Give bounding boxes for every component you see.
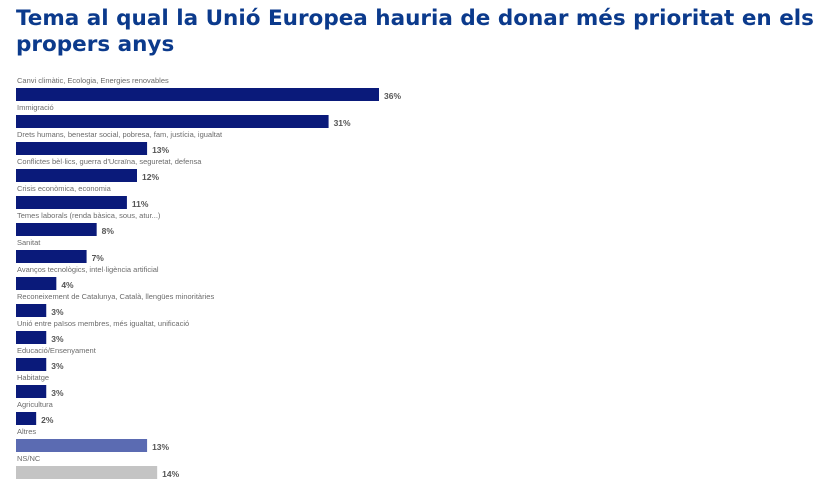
value-label: 2% — [41, 415, 54, 425]
category-label: NS/NC — [17, 454, 41, 463]
bar — [16, 115, 329, 128]
bar — [16, 250, 87, 263]
value-label: 11% — [132, 199, 149, 209]
bar — [16, 223, 97, 236]
value-label: 7% — [92, 253, 105, 263]
value-label: 3% — [51, 307, 64, 317]
category-label: Canvi climàtic, Ecologia, Energies renov… — [17, 76, 169, 85]
category-label: Crisis econòmica, economia — [17, 184, 112, 193]
chart-title: Tema al qual la Unió Europea hauria de d… — [16, 6, 814, 57]
bar — [16, 304, 47, 317]
value-label: 12% — [142, 172, 159, 182]
category-label: Agricultura — [17, 400, 54, 409]
bar — [16, 439, 148, 452]
value-label: 36% — [384, 91, 401, 101]
value-label: 13% — [152, 145, 169, 155]
bar — [16, 277, 57, 290]
category-label: Drets humans, benestar social, pobresa, … — [17, 130, 223, 139]
bar — [16, 385, 47, 398]
category-label: Unió entre països membres, més igualtat,… — [17, 319, 189, 328]
value-label: 13% — [152, 442, 169, 452]
category-label: Avanços tecnològics, intel·ligència arti… — [17, 265, 159, 274]
value-label: 31% — [334, 118, 351, 128]
bar — [16, 196, 127, 209]
value-label: 14% — [162, 469, 179, 479]
bar — [16, 88, 379, 101]
value-label: 3% — [51, 388, 64, 398]
bar — [16, 358, 47, 371]
category-label: Conflictes bèl·lics, guerra d'Ucraïna, s… — [17, 157, 202, 166]
category-label: Altres — [17, 427, 36, 436]
bar — [16, 466, 158, 479]
category-label: Reconeixement de Catalunya, Català, llen… — [17, 292, 214, 301]
bar — [16, 412, 37, 425]
category-label: Habitatge — [17, 373, 49, 382]
value-label: 3% — [51, 361, 64, 371]
bar — [16, 169, 137, 182]
category-label: Sanitat — [17, 238, 41, 247]
category-label: Educació/Ensenyament — [17, 346, 97, 355]
bar — [16, 331, 47, 344]
value-label: 4% — [61, 280, 74, 290]
value-label: 3% — [51, 334, 64, 344]
value-label: 8% — [102, 226, 115, 236]
bar — [16, 142, 148, 155]
category-label: Immigració — [17, 103, 54, 112]
category-label: Temes laborals (renda bàsica, sous, atur… — [17, 211, 161, 220]
